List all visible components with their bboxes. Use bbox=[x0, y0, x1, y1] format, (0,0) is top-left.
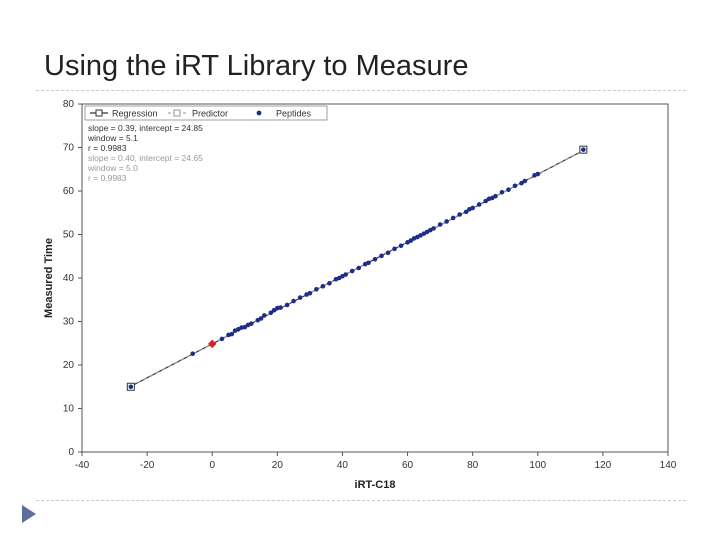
legend-predictor-label: Predictor bbox=[192, 109, 228, 119]
peptide-point bbox=[392, 246, 397, 252]
chart-axes: -40 -20 0 20 40 60 80 100 120 140 0 10 20 30 40 50 60 70 8… bbox=[43, 99, 677, 491]
peptide-point bbox=[398, 243, 404, 249]
peptide-point bbox=[431, 226, 436, 231]
peptide-point bbox=[385, 250, 391, 256]
peptide-point bbox=[128, 384, 134, 390]
peptide-point bbox=[229, 331, 235, 337]
peptide-point bbox=[379, 253, 384, 259]
x-tick-label: 120 bbox=[595, 460, 612, 471]
peptide-point bbox=[278, 305, 283, 310]
peptide-point bbox=[408, 238, 414, 243]
x-tick-label: -40 bbox=[75, 460, 90, 471]
peptide-point bbox=[242, 324, 248, 330]
data-points bbox=[128, 147, 586, 390]
predictor-stat-text: slope = 0.40, intercept = 24.65 bbox=[88, 153, 203, 163]
peptide-point bbox=[372, 256, 378, 262]
legend-box bbox=[84, 105, 328, 121]
y-tick-label: 0 bbox=[68, 447, 74, 458]
slide-bullet-icon bbox=[22, 505, 36, 523]
peptide-point bbox=[343, 272, 349, 277]
peptide-point bbox=[444, 219, 449, 224]
footer-divider bbox=[36, 500, 686, 501]
x-tick-label: 60 bbox=[402, 460, 414, 471]
legend-regression-label: Regression bbox=[112, 109, 158, 119]
y-tick-label: 20 bbox=[63, 360, 75, 371]
y-axis-label: Measured Time bbox=[43, 238, 55, 318]
x-tick-label: 20 bbox=[272, 460, 284, 471]
title-divider bbox=[36, 90, 686, 91]
legend-regression-marker bbox=[95, 109, 103, 117]
peptide-point bbox=[190, 351, 195, 356]
y-tick-label: 70 bbox=[63, 143, 75, 154]
peptide-point bbox=[356, 265, 362, 271]
peptide-point bbox=[349, 268, 355, 274]
peptide-point bbox=[493, 193, 498, 199]
legend-predictor-marker bbox=[173, 109, 181, 117]
y-tick-label: 80 bbox=[63, 99, 75, 110]
peptide-point bbox=[519, 180, 524, 186]
x-tick-label: 100 bbox=[529, 460, 546, 471]
peptide-point bbox=[470, 205, 475, 211]
y-tick-label: 30 bbox=[63, 317, 75, 328]
peptide-point bbox=[476, 202, 482, 207]
x-tick-label: 40 bbox=[337, 460, 349, 471]
peptide-point bbox=[219, 336, 225, 342]
regression-stat-text: slope = 0.39, intercept = 24.85 bbox=[88, 123, 203, 133]
peptide-point bbox=[268, 310, 274, 316]
peptide-point bbox=[437, 222, 443, 227]
x-tick-label: 80 bbox=[467, 460, 479, 471]
legend-peptides-label: Peptides bbox=[276, 109, 312, 119]
peptide-point bbox=[450, 215, 456, 221]
peptide-point bbox=[307, 290, 313, 296]
legend-peptides-swatch bbox=[256, 110, 262, 116]
peptide-point bbox=[535, 171, 541, 177]
peptide-point bbox=[297, 295, 303, 300]
peptide-point bbox=[327, 280, 332, 286]
peptide-point bbox=[581, 147, 586, 152]
predictor-stat-text: window = 5.0 bbox=[87, 163, 138, 173]
peptide-point bbox=[506, 187, 511, 192]
y-tick-label: 40 bbox=[63, 273, 75, 284]
highlighted-point bbox=[207, 339, 217, 349]
regression-stat-text: r = 0.9983 bbox=[88, 143, 127, 153]
y-tick-label: 50 bbox=[63, 230, 75, 241]
peptide-point bbox=[320, 283, 326, 289]
slide-title: Using the iRT Library to Measure bbox=[44, 50, 469, 82]
peptide-point bbox=[262, 313, 267, 318]
peptide-point bbox=[499, 190, 505, 195]
regression-stat-text: window = 5.1 bbox=[87, 133, 138, 143]
peptide-point bbox=[483, 198, 488, 204]
peptide-point bbox=[258, 316, 264, 321]
x-axis-label: iRT-C18 bbox=[355, 479, 396, 491]
chart-legend: Regression Predictor Peptides slope = 0.39,… bbox=[84, 105, 328, 183]
peptide-point bbox=[271, 307, 277, 313]
peptide-point bbox=[457, 212, 462, 217]
peptide-point bbox=[291, 298, 296, 304]
peptide-point bbox=[314, 287, 319, 292]
x-tick-label: -20 bbox=[140, 460, 155, 471]
peptide-point bbox=[248, 321, 254, 326]
x-tick-label: 140 bbox=[660, 460, 677, 471]
peptide-point bbox=[463, 209, 469, 215]
peptide-point bbox=[522, 178, 528, 184]
peptide-point bbox=[512, 183, 518, 189]
peptide-point bbox=[366, 260, 371, 266]
peptide-point bbox=[284, 302, 290, 308]
x-tick-label: 0 bbox=[209, 460, 215, 471]
y-tick-label: 10 bbox=[63, 404, 75, 415]
predictor-stat-text: r = 0.9983 bbox=[88, 173, 127, 183]
y-tick-label: 60 bbox=[63, 186, 75, 197]
